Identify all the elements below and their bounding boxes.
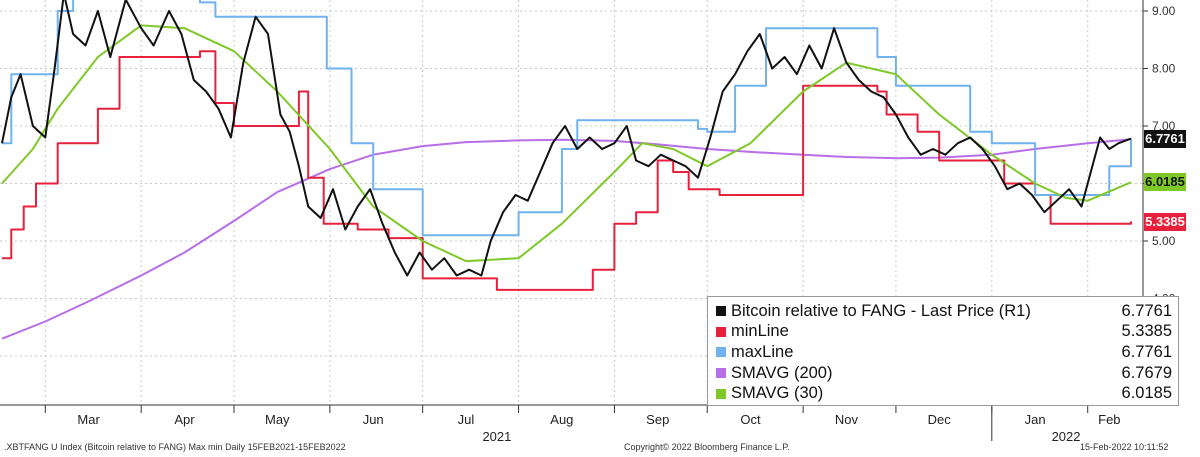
legend-label: Bitcoin relative to FANG - Last Price (R…	[731, 301, 1031, 320]
last-value-badge: 5.3385	[1144, 212, 1186, 231]
x-tick-label: Apr	[174, 412, 195, 427]
series-line-bitcoin-relative-to-fang-last-price-r1-	[1, 0, 1132, 277]
legend-swatch	[716, 388, 726, 399]
x-tick-label: Aug	[550, 412, 573, 427]
last-value-badge: 6.0185	[1144, 173, 1186, 192]
legend-swatch	[716, 347, 726, 358]
series-line-smavg-30-	[1, 24, 1132, 263]
x-tick-label: Feb	[1098, 412, 1120, 427]
legend-value: 6.7761	[1121, 342, 1172, 361]
legend-entry: SMAVG (30) 6.0185	[716, 383, 1172, 404]
last-value-badge: 6.7761	[1144, 129, 1186, 148]
series-layer	[1, 0, 1132, 340]
legend-entry: maxLine 6.7761	[716, 342, 1172, 363]
legend-swatch	[716, 306, 726, 317]
x-tick-label: Jan	[1025, 412, 1046, 427]
legend-label: minLine	[731, 322, 789, 341]
legend-swatch	[716, 368, 726, 379]
y-tick-label: 9.00	[1152, 4, 1176, 18]
legend-value: 6.0185	[1121, 384, 1172, 403]
footer-copyright: Copyright© 2022 Bloomberg Finance L.P.	[624, 442, 790, 452]
legend-value: 6.7679	[1121, 363, 1172, 382]
x-tick-label: May	[265, 412, 290, 427]
x-year-label: 2022	[1052, 429, 1081, 444]
legend-swatch	[716, 326, 726, 337]
footer-index-info: .XBTFANG U Index (Bitcoin relative to FA…	[4, 442, 346, 452]
x-tick-label: Oct	[740, 412, 761, 427]
gridlines	[0, 0, 1143, 405]
y-tick-label: 7.00	[1152, 119, 1176, 133]
legend-entry: minLine 5.3385	[716, 322, 1172, 343]
x-axis-ticks: Mar Apr May Jun Jul Aug Sep Oct Nov Dec Jan Feb 2021…	[44, 405, 1121, 444]
x-year-label: 2021	[482, 429, 511, 444]
legend-entry: Bitcoin relative to FANG - Last Price (R…	[716, 301, 1172, 322]
x-tick-label: Dec	[928, 412, 952, 427]
legend-entry: SMAVG (200) 6.7679	[716, 363, 1172, 384]
x-tick-label: Sep	[646, 412, 669, 427]
y-tick-label: 8.00	[1152, 61, 1176, 75]
series-line-maxline	[2, 0, 1132, 237]
legend: Bitcoin relative to FANG - Last Price (R…	[707, 296, 1179, 406]
legend-value: 6.7761	[1121, 301, 1172, 320]
legend-label: maxLine	[731, 342, 794, 361]
legend-value: 5.3385	[1121, 322, 1172, 341]
x-tick-label: Jun	[363, 412, 384, 427]
x-tick-label: Mar	[77, 412, 100, 427]
series-line-minline	[2, 50, 1132, 291]
y-tick-label: 5.00	[1152, 234, 1176, 248]
legend-label: SMAVG (30)	[731, 384, 824, 403]
x-tick-label: Jul	[458, 412, 475, 427]
legend-label: SMAVG (200)	[731, 363, 833, 382]
footer-timestamp: 15-Feb-2022 10:11:52	[1080, 442, 1169, 452]
x-tick-label: Nov	[835, 412, 859, 427]
